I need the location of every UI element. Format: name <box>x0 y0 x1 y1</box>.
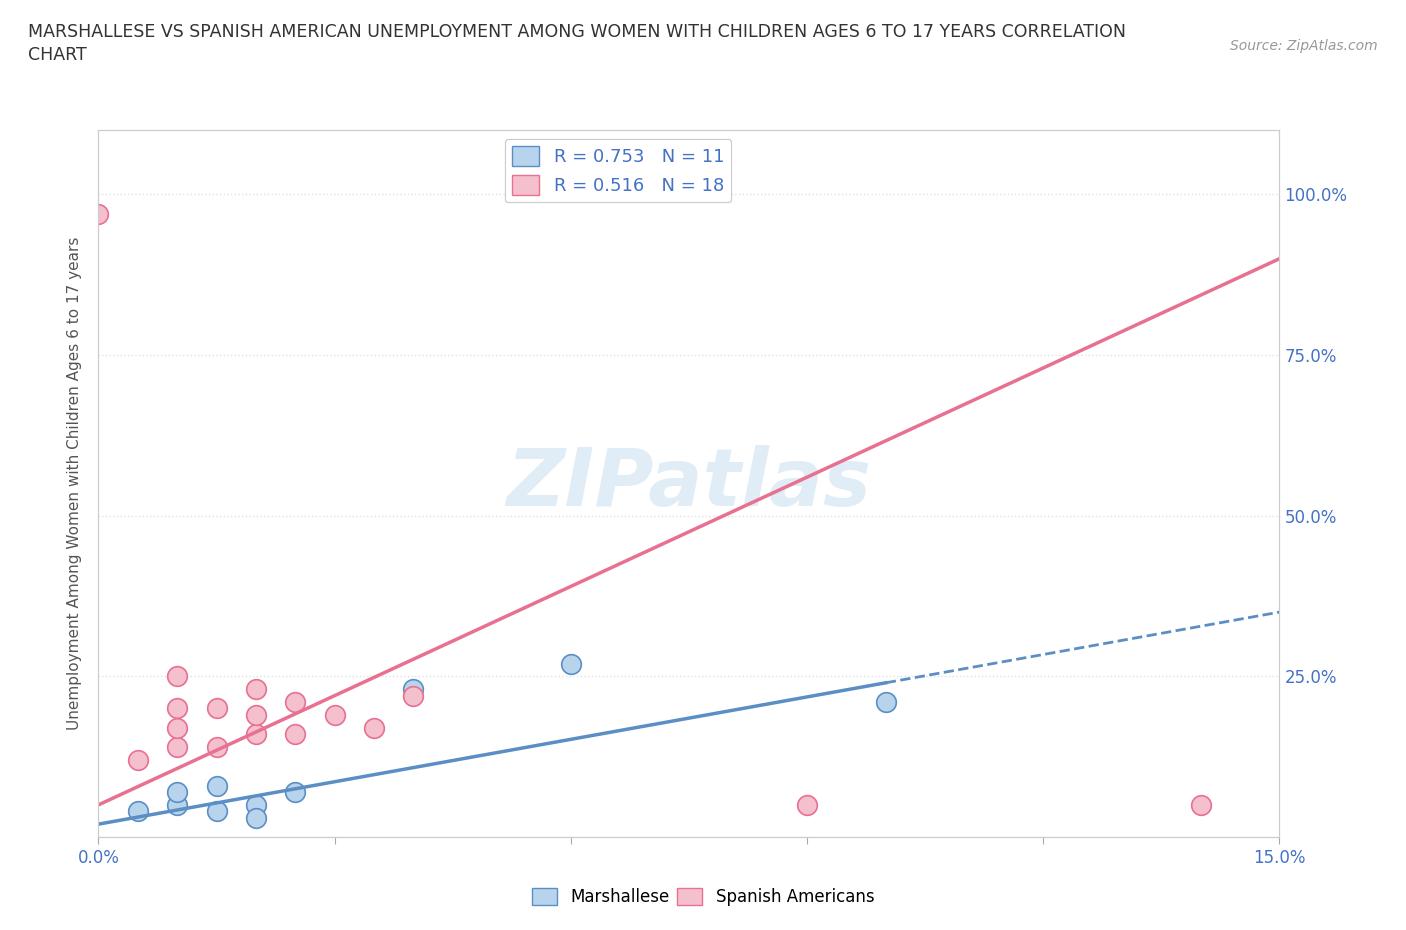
Point <box>205 778 228 793</box>
Point <box>127 752 149 767</box>
Text: MARSHALLESE VS SPANISH AMERICAN UNEMPLOYMENT AMONG WOMEN WITH CHILDREN AGES 6 TO: MARSHALLESE VS SPANISH AMERICAN UNEMPLOY… <box>28 23 1126 41</box>
Point <box>245 682 267 697</box>
Point <box>166 669 188 684</box>
Point <box>166 739 188 754</box>
Y-axis label: Unemployment Among Women with Children Ages 6 to 17 years: Unemployment Among Women with Children A… <box>67 237 83 730</box>
Text: CHART: CHART <box>28 46 87 64</box>
Point <box>205 701 228 716</box>
Point <box>284 726 307 741</box>
Point <box>363 721 385 736</box>
Point <box>166 797 188 812</box>
Point <box>245 810 267 825</box>
Point <box>1189 797 1212 812</box>
Point <box>166 721 188 736</box>
Point <box>796 797 818 812</box>
Point <box>205 739 228 754</box>
Point <box>323 708 346 723</box>
Point <box>402 688 425 703</box>
Point <box>245 708 267 723</box>
Point <box>245 797 267 812</box>
Point <box>87 206 110 221</box>
Text: ZIPatlas: ZIPatlas <box>506 445 872 523</box>
Point <box>166 785 188 800</box>
Point <box>166 701 188 716</box>
Text: Source: ZipAtlas.com: Source: ZipAtlas.com <box>1230 39 1378 53</box>
Point <box>284 785 307 800</box>
Point <box>127 804 149 818</box>
Point <box>284 695 307 710</box>
Point <box>402 682 425 697</box>
Point <box>245 726 267 741</box>
Legend: Marshallese, Spanish Americans: Marshallese, Spanish Americans <box>524 881 882 912</box>
Point <box>205 804 228 818</box>
Legend: R = 0.753   N = 11, R = 0.516   N = 18: R = 0.753 N = 11, R = 0.516 N = 18 <box>505 140 731 203</box>
Point <box>560 656 582 671</box>
Point <box>875 695 897 710</box>
